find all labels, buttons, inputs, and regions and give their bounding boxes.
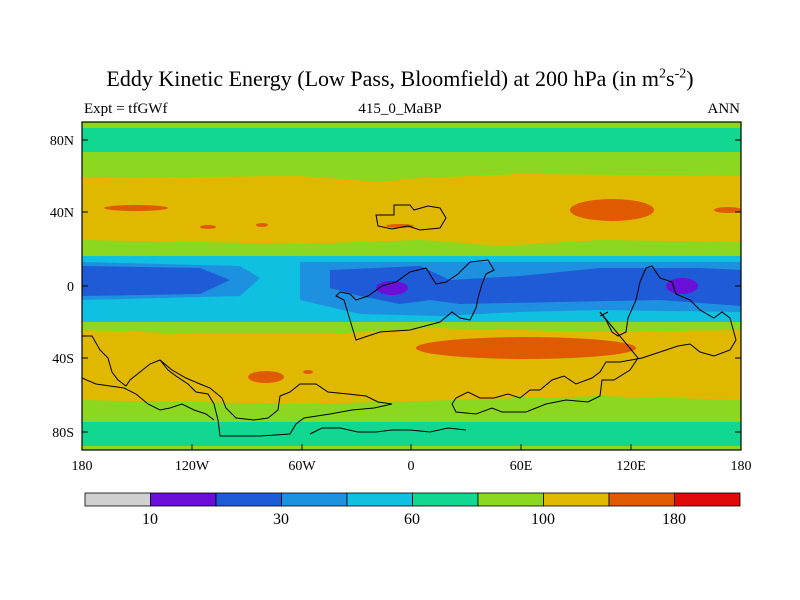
y-tick-label: 80S [52, 426, 74, 441]
y-tick-label: 80N [50, 134, 74, 149]
experiment-label: Expt = tfGWf [84, 101, 168, 117]
band-south-yellow [82, 326, 741, 404]
coast-south-america-antarctic [82, 335, 393, 437]
colorbar-swatch [346, 492, 413, 507]
maximum-north-west [104, 205, 168, 211]
colorbar-swatch [281, 492, 348, 507]
coast-europe [375, 204, 447, 231]
season-label: ANN [707, 101, 741, 117]
colorbar-swatch [84, 492, 151, 507]
colorbar-swatch [412, 492, 479, 507]
maximum-north-east-edge [714, 207, 741, 213]
colorbar [84, 492, 741, 507]
colorbar-swatch [477, 492, 544, 507]
minimum-atlantic [376, 281, 408, 295]
x-tick-label: 180 [72, 459, 93, 474]
colorbar-swatch [674, 492, 741, 507]
maximum-south-indian [416, 337, 636, 359]
colorbar-label: 10 [142, 511, 158, 528]
coast-antarctic-south [309, 427, 467, 435]
maximum-north-pacific [570, 199, 654, 221]
contour-field [82, 122, 741, 450]
case-label: 415_0_MaBP [358, 101, 442, 117]
colorbar-swatch [215, 492, 282, 507]
y-tick-label: 40S [52, 352, 74, 367]
maximum-south-small [303, 370, 313, 374]
colorbar-label: 30 [273, 511, 289, 528]
colorbar-swatch [150, 492, 217, 507]
maximum-north-small-1 [200, 225, 216, 229]
y-tick-label: 0 [67, 280, 74, 295]
region-pacific-dark-blue [82, 266, 230, 296]
x-tick-label: 60W [288, 459, 316, 474]
x-tick-label: 120W [175, 459, 210, 474]
region-asia-dark-blue [330, 266, 741, 306]
plot-title: Eddy Kinetic Energy (Low Pass, Bloomfiel… [106, 66, 694, 91]
colorbar-swatch [608, 492, 675, 507]
coast-antarctic-west [81, 377, 215, 421]
colorbar-swatch [543, 492, 610, 507]
coast-africa [335, 259, 495, 341]
coastlines [81, 204, 737, 437]
x-tick-label: 120E [616, 459, 646, 474]
colorbar-label: 180 [662, 511, 686, 528]
maximum-north-small-3 [386, 224, 414, 228]
maximum-north-small-2 [256, 223, 268, 227]
y-tick-label: 40N [50, 206, 74, 221]
colorbar-label: 60 [404, 511, 420, 528]
maximum-south-pacific [248, 371, 284, 383]
band-north-yellow [82, 174, 741, 246]
band-south-teal [82, 418, 741, 446]
band-north-teal [82, 128, 741, 156]
axis-ticks [81, 139, 742, 450]
x-tick-label: 0 [408, 459, 415, 474]
x-tick-label: 180 [731, 459, 752, 474]
colorbar-label: 100 [531, 511, 555, 528]
coast-island [599, 311, 609, 317]
coast-australia-antarctic [451, 265, 737, 415]
minimum-pacific [666, 278, 698, 294]
x-tick-label: 60E [510, 459, 533, 474]
